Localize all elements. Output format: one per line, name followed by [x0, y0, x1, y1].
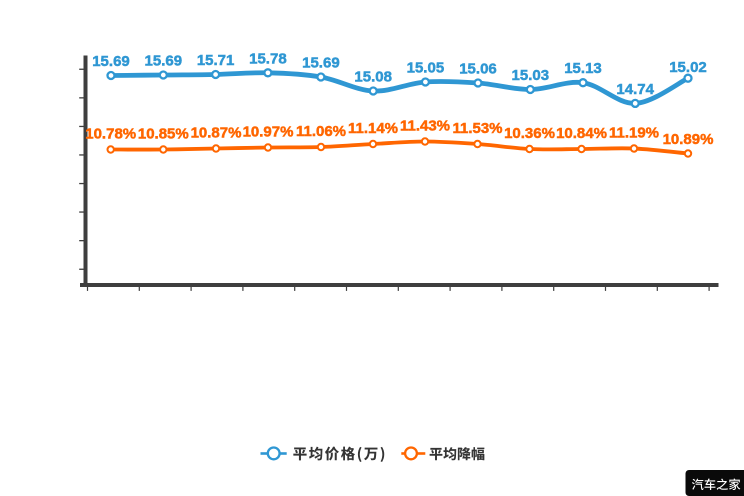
svg-text:15.06: 15.06	[459, 61, 497, 78]
svg-text:11.19%: 11.19%	[609, 125, 659, 142]
svg-text:10.36%: 10.36%	[504, 125, 555, 142]
svg-text:15.02: 15.02	[669, 59, 707, 76]
svg-text:15.13: 15.13	[564, 60, 602, 77]
svg-text:11.14%: 11.14%	[348, 120, 398, 137]
svg-text:10.97%: 10.97%	[243, 124, 294, 141]
svg-text:14.74: 14.74	[616, 81, 654, 98]
svg-text:11.53%: 11.53%	[452, 120, 502, 137]
svg-text:15.69: 15.69	[145, 53, 183, 70]
svg-text:11.43%: 11.43%	[400, 118, 450, 135]
svg-text:15.03: 15.03	[512, 67, 550, 84]
svg-text:10.84%: 10.84%	[556, 125, 607, 142]
svg-text:15.69: 15.69	[92, 53, 130, 70]
svg-text:15.69: 15.69	[302, 55, 340, 72]
svg-text:10.85%: 10.85%	[138, 126, 189, 143]
svg-text:15.08: 15.08	[354, 69, 392, 86]
svg-text:10.78%: 10.78%	[85, 126, 136, 143]
svg-text:15.78: 15.78	[249, 50, 287, 67]
svg-text:10.87%: 10.87%	[191, 125, 242, 142]
svg-text:10.89%: 10.89%	[663, 131, 714, 148]
svg-text:15.71: 15.71	[197, 52, 235, 69]
svg-text:15.05: 15.05	[407, 60, 445, 77]
svg-text:11.06%: 11.06%	[296, 123, 346, 140]
